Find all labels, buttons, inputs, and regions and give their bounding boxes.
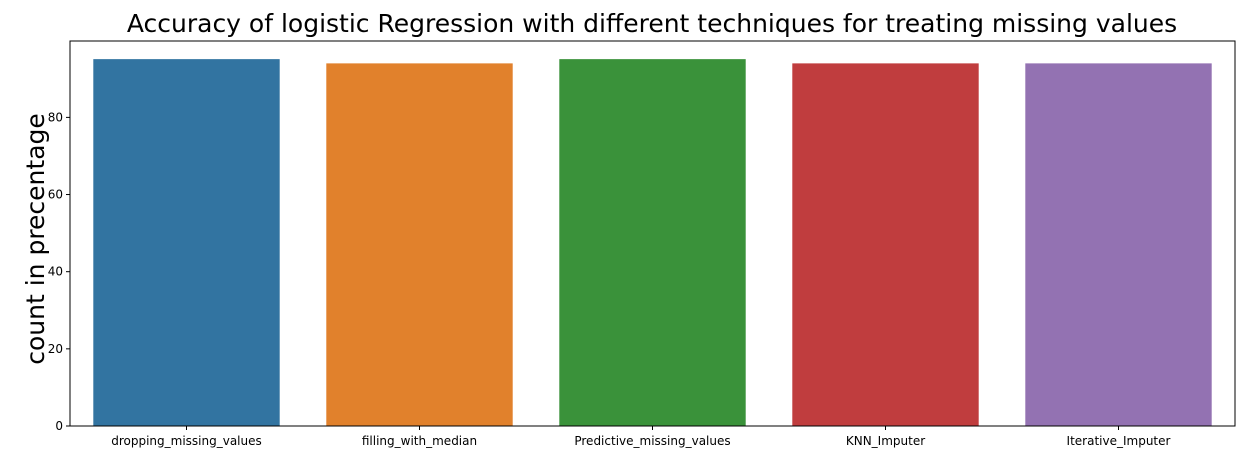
ticks-layer: dropping_missing_values filling_with_medi…	[48, 110, 1171, 448]
bar-dropping_missing_values	[93, 59, 280, 427]
bar-KNN_Imputer	[792, 63, 979, 426]
x-tick-label: filling_with_median	[362, 434, 477, 448]
bars-layer	[93, 59, 1212, 427]
plot-frame	[69, 40, 1236, 427]
y-tick-label: 60	[48, 188, 63, 202]
bar-Iterative_Imputer	[1025, 63, 1212, 426]
y-tick-label: 20	[48, 342, 63, 356]
x-tick-label: dropping_missing_values	[111, 434, 262, 448]
x-tick-label: Iterative_Imputer	[1067, 434, 1171, 448]
x-tick-label: Predictive_missing_values	[574, 434, 730, 448]
chart-title: Accuracy of logistic Regression with dif…	[127, 9, 1177, 38]
y-axis-label: count in precentage	[21, 113, 50, 365]
y-tick-label: 40	[48, 265, 63, 279]
y-tick-label: 80	[48, 110, 63, 124]
x-tick-label: KNN_Imputer	[846, 434, 925, 448]
y-tick-label: 0	[55, 419, 63, 433]
bar-filling_with_median	[326, 63, 513, 426]
bar-Predictive_missing_values	[559, 59, 746, 427]
